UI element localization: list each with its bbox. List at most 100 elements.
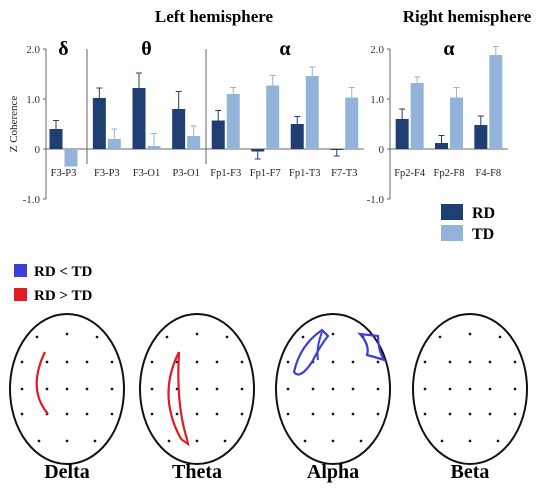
series-legend-swatch (441, 204, 463, 220)
electrode-dot (468, 439, 472, 443)
rd-bar (251, 149, 265, 152)
td-bar (450, 97, 463, 149)
legend-swatch (14, 288, 27, 301)
electrode-dot (110, 412, 114, 416)
legend: RD < TD RD > TD (14, 264, 92, 304)
y-axis-right-tick-label: 1.0 (370, 94, 384, 106)
electrode-dot (195, 387, 199, 391)
y-axis-right-tick-label: 0 (379, 144, 385, 156)
td-bar (147, 146, 161, 149)
electrode-dot (240, 360, 244, 364)
legend-swatch (14, 264, 27, 277)
electrode-dot (303, 439, 307, 443)
band-label: α (443, 38, 454, 60)
electrode-dot (175, 387, 179, 391)
electrode-dot (37, 439, 41, 443)
td-bar (226, 94, 240, 149)
electrode-dot (20, 387, 24, 391)
x-tick-label: Fp2-F8 (434, 168, 465, 179)
electrode-dot (448, 387, 452, 391)
electrode-dot (468, 360, 472, 364)
x-tick-label: Fp2-F4 (394, 168, 426, 179)
rd-bar (132, 88, 146, 149)
electrode-dot (376, 360, 380, 364)
electrode-dot (359, 439, 363, 443)
electrode-dot (223, 439, 227, 443)
td-bar (305, 76, 319, 149)
electrode-dot (65, 387, 69, 391)
rd-bar (92, 98, 106, 149)
y-axis-left-tick-label: -1.0 (23, 194, 41, 206)
y-axis-right-tick-label: -1.0 (367, 194, 385, 206)
x-tick-label: Fp1-T3 (289, 168, 321, 179)
head-outline (412, 313, 528, 465)
electrode-dot (195, 332, 199, 336)
electrode-dot (20, 360, 24, 364)
electrode-dot (351, 412, 355, 416)
electrode-dot (150, 412, 154, 416)
x-tick-label: F3-P3 (51, 168, 77, 179)
band-label: α (279, 38, 290, 60)
electrode-dot (331, 439, 335, 443)
electrode-dot (488, 387, 492, 391)
electrode-dot (110, 360, 114, 364)
electrode-dot (65, 360, 69, 364)
electrode-dot (195, 412, 199, 416)
right-hemisphere-title: Right hemisphere (403, 7, 532, 26)
electrode-dot (376, 387, 380, 391)
head-label: Beta (451, 461, 490, 483)
legend-label: RD < TD (34, 264, 92, 280)
bar-chart: Left hemisphere Right hemisphere 2.0 1.0 0 -1… (8, 7, 532, 243)
electrode-dot (423, 387, 427, 391)
electrode-dot (488, 360, 492, 364)
electrode-dot (498, 335, 502, 339)
y-axis-left-tick-label: 0 (35, 144, 41, 156)
y-axis-right-tick-label: 2.0 (370, 44, 384, 56)
electrode-dot (496, 439, 500, 443)
series-legend-label: TD (472, 226, 494, 243)
electrode-dot (45, 387, 49, 391)
td-bar (266, 85, 280, 149)
electrode-dot (513, 412, 517, 416)
electrode-dot (165, 335, 169, 339)
electrode-dot (93, 439, 97, 443)
electrode-dot (513, 360, 517, 364)
electrode-dot (95, 335, 99, 339)
x-tick-label: F7-T3 (331, 168, 357, 179)
x-tick-label: Fp1-F7 (250, 168, 281, 179)
electrode-dot (488, 412, 492, 416)
electrode-dot (150, 387, 154, 391)
electrode-dot (65, 412, 69, 416)
legend-label: RD > TD (34, 288, 92, 304)
rd-bar (172, 109, 186, 149)
x-tick-label: F3-O1 (133, 168, 160, 179)
electrode-dot (513, 387, 517, 391)
electrode-dot (331, 360, 335, 364)
electrode-dot (215, 387, 219, 391)
electrode-dot (225, 335, 229, 339)
theta-connection (177, 351, 189, 440)
electrode-dot (331, 332, 335, 336)
electrode-dot (85, 360, 89, 364)
electrode-dot (215, 360, 219, 364)
electrode-dot (195, 439, 199, 443)
electrode-dot (311, 387, 315, 391)
x-tick-label: P3-O1 (172, 168, 199, 179)
electrode-dot (468, 387, 472, 391)
alpha-connection-right (357, 332, 387, 362)
electrode-dot (351, 360, 355, 364)
electrode-dot (20, 412, 24, 416)
electrode-dot (440, 439, 444, 443)
electrode-dot (448, 360, 452, 364)
y-axis-left-tick-label: 2.0 (26, 44, 40, 56)
band-label: θ (141, 38, 151, 60)
y-axis-label: Z Coherence (8, 96, 20, 153)
td-bar (64, 149, 78, 167)
left-hemisphere-title: Left hemisphere (155, 7, 274, 26)
x-tick-label: Fp1-F3 (210, 168, 241, 179)
electrode-dot (331, 412, 335, 416)
rd-bar (435, 143, 448, 149)
td-bar (187, 136, 201, 149)
alpha-connection-left (292, 328, 330, 376)
